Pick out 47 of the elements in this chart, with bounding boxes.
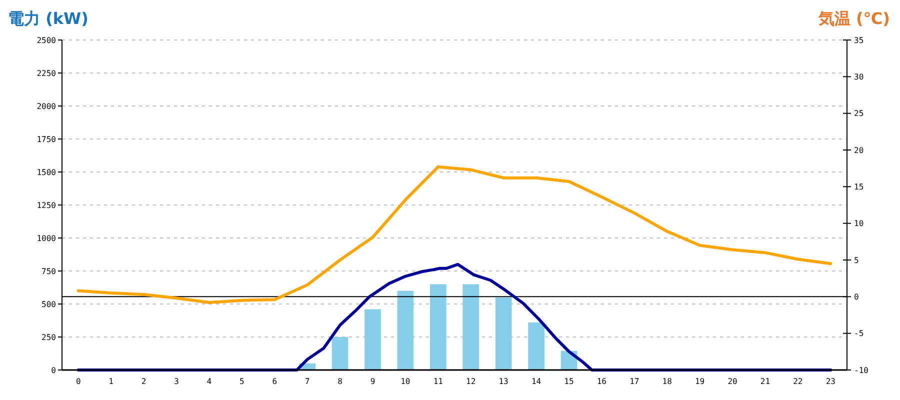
x-tick-label: 17: [630, 377, 640, 386]
x-tick-label: 3: [174, 377, 180, 386]
y2-tick-label: 25: [854, 109, 864, 118]
y2-tick-label: 10: [854, 219, 864, 228]
x-tick-label: 6: [272, 377, 278, 386]
y-tick-label: 2500: [36, 36, 56, 45]
x-tick-label: 18: [662, 377, 672, 386]
y2-tick-label: -5: [854, 329, 864, 338]
x-tick-label: 5: [239, 377, 244, 386]
y-tick-label: 1500: [36, 168, 56, 177]
x-tick-label: 15: [564, 377, 574, 386]
x-tick-label: 10: [400, 377, 410, 386]
x-tick-label: 8: [338, 377, 343, 386]
x-tick-label: 20: [728, 377, 738, 386]
x-tick-label: 1: [108, 377, 114, 386]
y2-tick-label: -10: [854, 366, 869, 375]
y2-tick-label: 30: [854, 72, 864, 82]
x-tick-label: 12: [466, 377, 476, 386]
x-tick-label: 2: [141, 377, 146, 386]
x-tick-label: 0: [76, 377, 81, 386]
x-tick-label: 7: [304, 377, 310, 386]
x-tick-label: 11: [433, 377, 444, 386]
y2-tick-label: 20: [854, 146, 864, 155]
y-tick-label: 0: [51, 366, 56, 375]
y-tick-label: 2000: [36, 102, 56, 111]
y2-axis-title: 気温 (℃): [817, 9, 890, 28]
x-tick-label: 22: [793, 377, 803, 386]
y-tick-label: 1750: [36, 134, 56, 144]
x-tick-label: 4: [206, 377, 212, 386]
y-tick-label: 500: [42, 300, 56, 309]
x-tick-label: 14: [531, 377, 542, 386]
y2-tick-label: 5: [854, 256, 859, 265]
y2-tick-label: 15: [854, 182, 864, 192]
y2-tick-label: 0: [854, 292, 859, 302]
x-tick-label: 23: [826, 377, 836, 386]
y2-tick-label: 35: [854, 36, 864, 45]
x-tick-label: 9: [370, 377, 376, 386]
x-tick-label: 16: [596, 377, 607, 386]
y-tick-label: 2250: [36, 68, 56, 78]
x-tick-label: 13: [498, 377, 509, 386]
y-tick-label: 1250: [36, 200, 56, 210]
x-tick-label: 19: [694, 377, 705, 386]
x-tick-label: 21: [760, 377, 770, 386]
y-tick-label: 750: [42, 266, 56, 276]
y-tick-label: 250: [42, 332, 56, 342]
y-tick-label: 1000: [36, 234, 56, 243]
y-axis-title: 電力 (kW): [8, 9, 88, 28]
